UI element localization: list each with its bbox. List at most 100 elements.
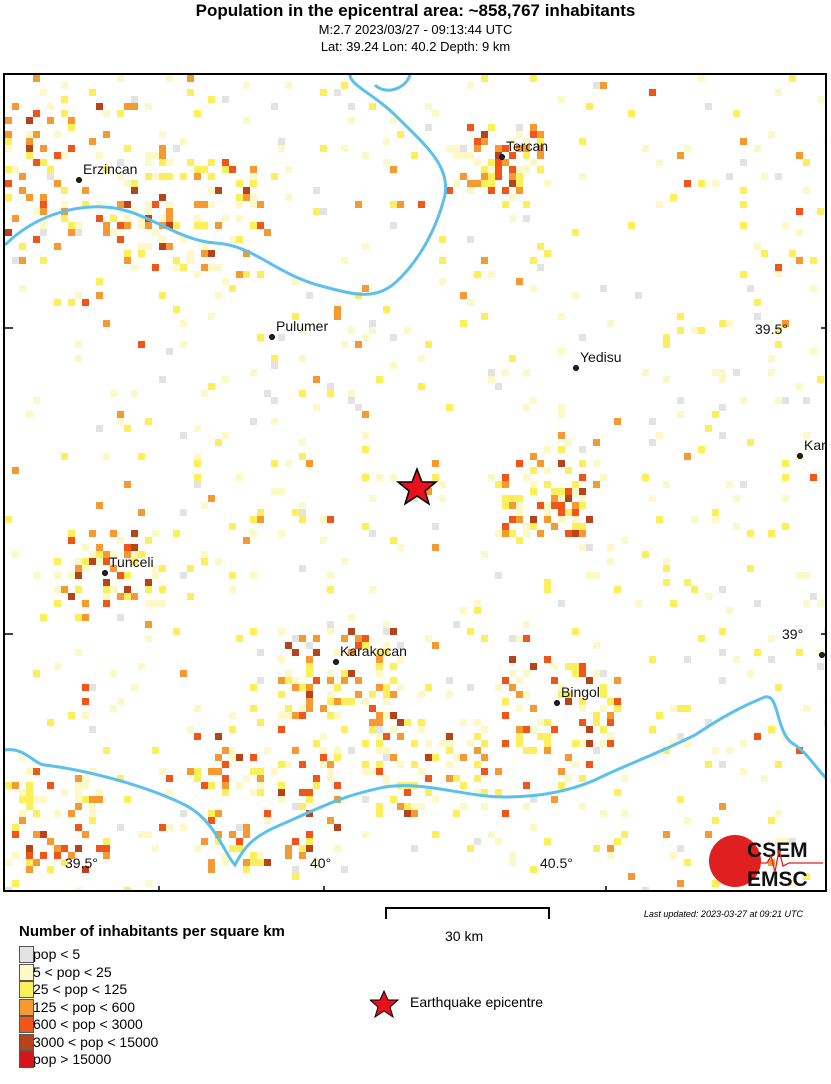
population-cell [523, 201, 530, 208]
legend-epicentre-star-icon [370, 990, 400, 1019]
population-cell [516, 705, 523, 712]
population-cell [712, 817, 719, 824]
population-cell [131, 530, 138, 537]
population-cell [663, 376, 670, 383]
population-cell [61, 789, 68, 796]
population-cell [572, 761, 579, 768]
population-cell [229, 754, 236, 761]
population-cell [229, 236, 236, 243]
population-cell [61, 845, 68, 852]
population-cell [677, 152, 684, 159]
population-cell [89, 684, 96, 691]
population-cell [803, 705, 810, 712]
population-cell [796, 572, 803, 579]
population-cell [565, 775, 572, 782]
population-cell [12, 215, 19, 222]
population-cell [250, 418, 257, 425]
population-cell [544, 733, 551, 740]
population-cell [369, 320, 376, 327]
population-cell [712, 747, 719, 754]
population-cell [222, 432, 229, 439]
population-cell [544, 250, 551, 257]
population-cell [516, 166, 523, 173]
population-cell [369, 103, 376, 110]
population-cell [201, 782, 208, 789]
population-cell [5, 229, 12, 236]
population-cell [474, 145, 481, 152]
lon-tick: 40.5° [540, 855, 573, 871]
population-cell [411, 152, 418, 159]
population-map: Erzincan Tercan Pulumer Yedisu Kar Tunceli Kar… [3, 73, 827, 892]
population-cell [61, 215, 68, 222]
population-cell [96, 789, 103, 796]
population-cell [719, 761, 726, 768]
population-cell [271, 103, 278, 110]
population-cell [145, 201, 152, 208]
population-cell [264, 390, 271, 397]
population-cell [159, 159, 166, 166]
population-cell [474, 138, 481, 145]
population-cell [222, 761, 229, 768]
population-cell [404, 803, 411, 810]
population-cell [369, 726, 376, 733]
population-cell [229, 586, 236, 593]
population-cell [782, 523, 789, 530]
population-cell [495, 684, 502, 691]
population-cell [54, 586, 61, 593]
population-cell [208, 159, 215, 166]
population-cell [495, 530, 502, 537]
population-cell [68, 222, 75, 229]
population-cell [68, 712, 75, 719]
population-cell [12, 824, 19, 831]
population-cell [131, 187, 138, 194]
population-cell [68, 530, 75, 537]
population-cell [516, 516, 523, 523]
population-cell [390, 117, 397, 124]
population-cell [299, 845, 306, 852]
population-cell [285, 642, 292, 649]
population-cell [327, 677, 334, 684]
population-cell [481, 754, 488, 761]
population-cell [285, 194, 292, 201]
population-cell [341, 635, 348, 642]
population-cell [523, 691, 530, 698]
population-cell [775, 341, 782, 348]
population-cell [26, 852, 33, 859]
population-cell [348, 117, 355, 124]
population-cell [397, 544, 404, 551]
population-cell [474, 747, 481, 754]
population-cell [376, 726, 383, 733]
population-cell [537, 138, 544, 145]
population-cell [264, 747, 271, 754]
population-cell [243, 117, 250, 124]
population-cell [488, 474, 495, 481]
population-cell [495, 789, 502, 796]
population-cell [89, 803, 96, 810]
population-cell [33, 131, 40, 138]
population-cell [824, 859, 825, 866]
population-cell [145, 635, 152, 642]
population-cell [516, 187, 523, 194]
population-cell [222, 789, 229, 796]
population-cell [796, 649, 803, 656]
population-cell [334, 89, 341, 96]
population-cell [320, 89, 327, 96]
population-cell [257, 201, 264, 208]
population-cell [285, 82, 292, 89]
population-cell [166, 215, 173, 222]
population-cell [691, 516, 698, 523]
population-cell [194, 845, 201, 852]
population-cell [796, 747, 803, 754]
population-cell [558, 495, 565, 502]
population-cell [75, 789, 82, 796]
population-cell [537, 719, 544, 726]
population-cell [768, 656, 775, 663]
population-cell [530, 467, 537, 474]
population-cell [691, 327, 698, 334]
population-cell [369, 495, 376, 502]
population-cell [194, 481, 201, 488]
population-cell [187, 768, 194, 775]
logo-text-emsc: EMSC [747, 868, 808, 891]
population-cell [68, 229, 75, 236]
population-cell [432, 110, 439, 117]
